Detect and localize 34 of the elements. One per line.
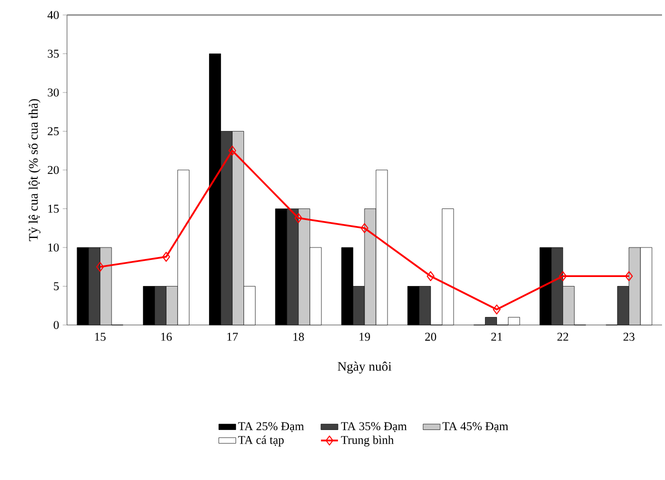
x-tick-label: 18	[293, 332, 304, 341]
x-tick-label: 16	[161, 332, 172, 341]
x-tick-label: 15	[95, 332, 106, 341]
point	[360, 223, 368, 234]
x-axis-title: Ngày nuôi	[338, 362, 392, 374]
legend-label: TA cá tạp	[238, 436, 284, 446]
x-tick-label: 20	[425, 332, 436, 341]
legend-label: Trung bình	[341, 436, 394, 446]
point	[162, 252, 170, 262]
x-tick-label: 22	[557, 332, 568, 341]
x-tick-label: 21	[491, 332, 502, 341]
y-tick-label: 15	[48, 204, 59, 213]
y-tick-label: 10	[48, 243, 59, 252]
point	[558, 271, 567, 282]
point	[492, 304, 501, 314]
y-tick-label: 35	[48, 50, 59, 58]
point	[228, 146, 236, 156]
point	[426, 271, 434, 282]
y-tick-label: 40	[48, 10, 59, 20]
x-tick-label: 19	[360, 332, 370, 341]
y-tick-label: 30	[48, 88, 59, 97]
point	[625, 271, 633, 282]
y-tick-label: 5	[54, 282, 59, 290]
legend-label: TA 25% Đạm	[238, 422, 304, 432]
x-tick-label: 17	[227, 332, 238, 341]
legend-label: TA 35% Đạm	[341, 422, 407, 432]
point	[294, 213, 302, 224]
y-axis-title: Tỷ lệ cua lột (% số cua thả)	[28, 99, 40, 242]
y-tick-label: 0	[54, 320, 59, 330]
point	[96, 262, 104, 272]
y-tick-label: 25	[48, 127, 59, 136]
legend-label: TA 45% Đạm	[442, 422, 508, 432]
x-tick-label: 23	[624, 332, 634, 341]
y-tick-label: 20	[48, 166, 59, 174]
